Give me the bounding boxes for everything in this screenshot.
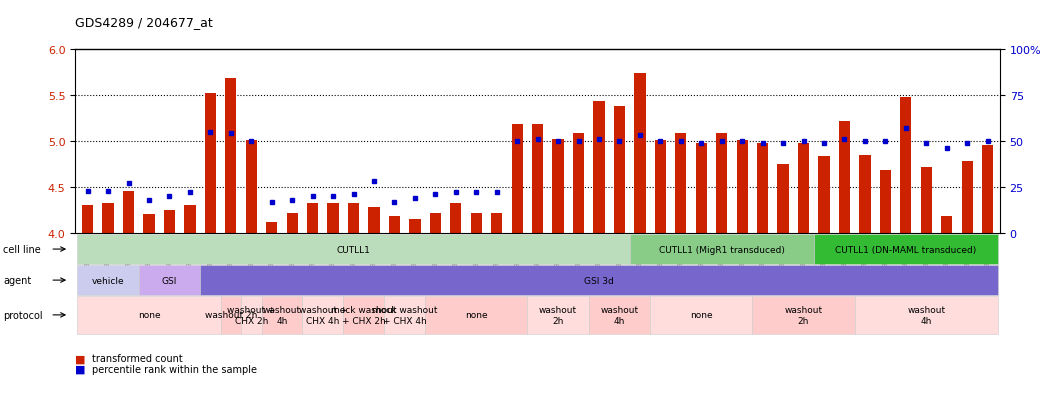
Text: protocol: protocol: [3, 310, 43, 320]
Text: ■: ■: [75, 364, 86, 374]
Bar: [716, 134, 728, 233]
Bar: [143, 215, 155, 233]
Bar: [82, 206, 93, 233]
Bar: [614, 107, 625, 233]
Bar: [409, 220, 421, 233]
Bar: [450, 204, 462, 233]
Text: washout +
CHX 4h: washout + CHX 4h: [298, 306, 348, 325]
Bar: [163, 210, 175, 233]
Bar: [778, 164, 788, 233]
Bar: [205, 94, 216, 233]
Bar: [369, 208, 380, 233]
Bar: [573, 134, 584, 233]
Bar: [900, 97, 912, 233]
Bar: [860, 155, 870, 233]
Bar: [920, 167, 932, 233]
Text: washout
2h: washout 2h: [539, 306, 577, 325]
Bar: [287, 213, 297, 233]
Bar: [819, 156, 829, 233]
Bar: [103, 204, 114, 233]
Text: none: none: [138, 311, 160, 320]
Bar: [736, 140, 748, 233]
Text: none: none: [465, 311, 488, 320]
Bar: [266, 222, 277, 233]
Bar: [429, 213, 441, 233]
Bar: [675, 134, 687, 233]
Bar: [471, 213, 482, 233]
Bar: [941, 217, 953, 233]
Text: mock washout
+ CHX 2h: mock washout + CHX 2h: [331, 306, 397, 325]
Bar: [348, 204, 359, 233]
Text: washout +
CHX 2h: washout + CHX 2h: [227, 306, 275, 325]
Bar: [961, 161, 973, 233]
Bar: [122, 192, 134, 233]
Text: none: none: [690, 311, 713, 320]
Bar: [225, 79, 237, 233]
Text: transformed count: transformed count: [92, 354, 183, 363]
Text: washout
4h: washout 4h: [600, 306, 639, 325]
Bar: [532, 125, 543, 233]
Bar: [491, 213, 503, 233]
Text: GSI: GSI: [162, 276, 177, 285]
Text: mock washout
+ CHX 4h: mock washout + CHX 4h: [372, 306, 438, 325]
Text: GDS4289 / 204677_at: GDS4289 / 204677_at: [75, 16, 214, 29]
Bar: [695, 143, 707, 233]
Bar: [982, 146, 994, 233]
Text: ■: ■: [75, 354, 86, 363]
Bar: [757, 143, 768, 233]
Text: percentile rank within the sample: percentile rank within the sample: [92, 364, 258, 374]
Text: washout
4h: washout 4h: [263, 306, 302, 325]
Bar: [634, 74, 646, 233]
Text: washout 2h: washout 2h: [204, 311, 257, 320]
Bar: [798, 143, 809, 233]
Bar: [512, 125, 522, 233]
Text: agent: agent: [3, 275, 31, 285]
Bar: [307, 204, 318, 233]
Bar: [184, 206, 196, 233]
Bar: [594, 102, 604, 233]
Bar: [388, 217, 400, 233]
Text: CUTLL1: CUTLL1: [337, 245, 371, 254]
Bar: [553, 140, 563, 233]
Text: cell line: cell line: [3, 244, 41, 254]
Bar: [654, 140, 666, 233]
Text: washout
4h: washout 4h: [907, 306, 945, 325]
Bar: [246, 140, 257, 233]
Bar: [879, 171, 891, 233]
Text: GSI 3d: GSI 3d: [584, 276, 614, 285]
Text: CUTLL1 (DN-MAML transduced): CUTLL1 (DN-MAML transduced): [836, 245, 977, 254]
Text: CUTLL1 (MigR1 transduced): CUTLL1 (MigR1 transduced): [659, 245, 784, 254]
Bar: [328, 204, 339, 233]
Text: vehicle: vehicle: [92, 276, 125, 285]
Bar: [839, 121, 850, 233]
Text: washout
2h: washout 2h: [784, 306, 823, 325]
